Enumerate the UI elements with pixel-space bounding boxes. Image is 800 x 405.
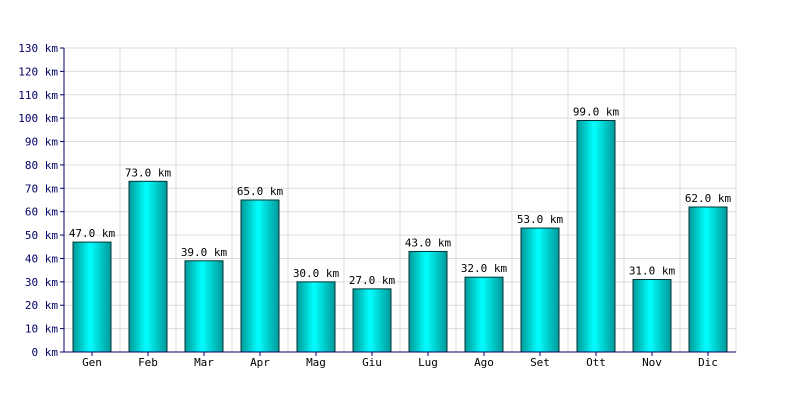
data-label: 39.0 km [181, 246, 228, 259]
data-label: 62.0 km [685, 192, 732, 205]
axes [60, 47, 736, 356]
data-label: 73.0 km [125, 166, 172, 179]
y-tick-label: 130 km [18, 42, 58, 55]
data-label: 53.0 km [517, 213, 564, 226]
x-tick-label: Gen [82, 356, 102, 369]
x-tick-label: Ott [586, 356, 606, 369]
data-label: 32.0 km [461, 262, 508, 275]
x-tick-label: Mar [194, 356, 214, 369]
bar [520, 227, 560, 353]
x-tick-label: Nov [642, 356, 662, 369]
data-label: 65.0 km [237, 185, 284, 198]
y-tick-label: 70 km [25, 182, 58, 195]
data-label: 43.0 km [405, 236, 452, 249]
data-label: 31.0 km [629, 265, 676, 278]
y-tick-label: 10 km [25, 323, 58, 336]
bar [184, 260, 224, 353]
y-tick-label: 110 km [18, 89, 58, 102]
y-tick-label: 60 km [25, 206, 58, 219]
y-tick-label: 100 km [18, 112, 58, 125]
data-label: 47.0 km [69, 227, 116, 240]
y-tick-label: 120 km [18, 65, 58, 78]
y-tick-label: 80 km [25, 159, 58, 172]
grid-lines [63, 47, 737, 353]
x-tick-label: Giu [362, 356, 382, 369]
bar [240, 199, 280, 353]
x-tick-label: Feb [138, 356, 158, 369]
x-tick-label: Dic [698, 356, 718, 369]
data-label: 27.0 km [349, 274, 396, 287]
y-tick-label: 50 km [25, 229, 58, 242]
y-tick-label: 0 km [32, 346, 59, 359]
x-tick-label: Ago [474, 356, 494, 369]
data-label: 30.0 km [293, 267, 340, 280]
bar [632, 279, 672, 353]
bar [128, 180, 168, 353]
bar [352, 288, 392, 353]
bars [72, 119, 728, 353]
bar [688, 206, 728, 353]
x-tick-label: Lug [418, 356, 438, 369]
bar [72, 241, 112, 353]
bar [296, 281, 336, 353]
bar [464, 276, 504, 353]
data-label: 99.0 km [573, 105, 620, 118]
y-tick-label: 40 km [25, 252, 58, 265]
bar [576, 119, 616, 353]
x-tick-label: Set [530, 356, 550, 369]
bar [408, 250, 448, 353]
x-tick-label: Apr [250, 356, 270, 369]
y-tick-label: 30 km [25, 276, 58, 289]
x-tick-label: Mag [306, 356, 326, 369]
y-tick-label: 20 km [25, 299, 58, 312]
labels: 0 km 10 km 20 km 30 km 40 km 50 km 60 km 70 km 8… [18, 42, 731, 369]
y-tick-label: 90 km [25, 136, 58, 149]
